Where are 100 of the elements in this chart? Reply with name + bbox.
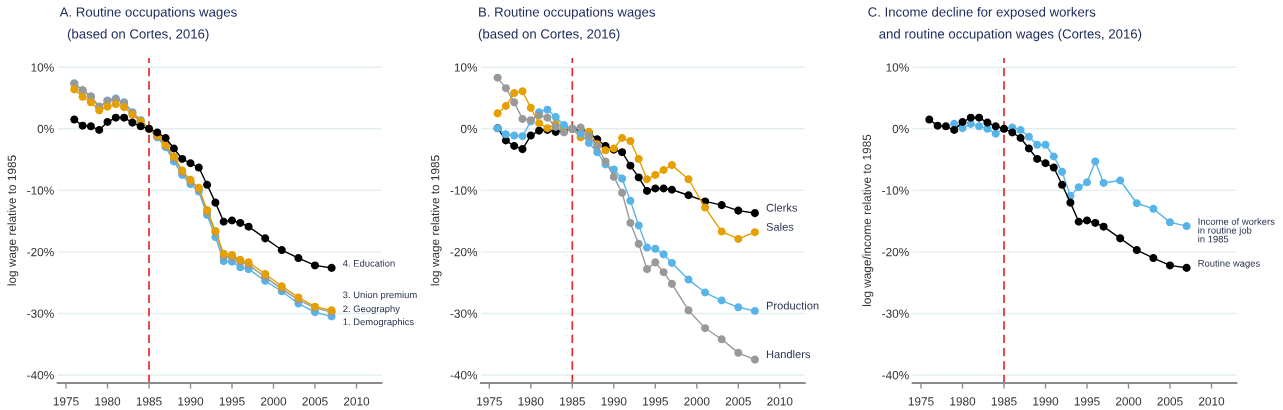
point (634, 239, 643, 248)
x-tick-label: 1990 (178, 397, 204, 406)
x-tick-label: 1990 (601, 397, 627, 406)
point (701, 203, 710, 212)
y-tick-label: -30% (450, 309, 478, 318)
point (1074, 217, 1083, 226)
point (111, 113, 120, 122)
point (493, 109, 502, 118)
point (103, 117, 112, 127)
point (327, 263, 336, 272)
x-tick-label: 2000 (260, 397, 287, 406)
point (277, 246, 286, 255)
point (1091, 157, 1100, 166)
point (294, 254, 303, 263)
point (518, 145, 527, 154)
point (634, 221, 643, 230)
series-label: Production (766, 301, 819, 310)
point (667, 279, 676, 288)
point (734, 234, 743, 243)
point (584, 132, 593, 141)
point (642, 186, 652, 195)
point (501, 84, 510, 93)
y-tick-label: -20% (882, 247, 909, 257)
point (211, 198, 220, 207)
point (535, 119, 544, 128)
point (659, 166, 668, 175)
point (626, 218, 635, 227)
x-tick-label: 1995 (1074, 397, 1100, 406)
x-tick-label: 1990 (1033, 397, 1059, 406)
point (526, 103, 535, 112)
x-tick-label: 1975 (908, 397, 934, 406)
series-label: Routine wages (1198, 259, 1260, 269)
x-tick-label: 2000 (684, 397, 710, 406)
point (717, 201, 726, 210)
point (1182, 263, 1191, 272)
point (1099, 222, 1108, 231)
point (642, 243, 652, 252)
x-tick-label: 1985 (136, 397, 162, 406)
point (1049, 163, 1058, 172)
point (510, 141, 519, 151)
x-tick-label: 1985 (991, 397, 1017, 406)
point (659, 268, 668, 277)
point (1016, 133, 1025, 143)
point (543, 113, 552, 122)
point (510, 89, 519, 98)
point (983, 118, 992, 127)
point (186, 159, 195, 168)
point (1058, 180, 1067, 189)
point (70, 85, 79, 94)
point (626, 161, 635, 170)
point (975, 113, 984, 122)
point (941, 122, 950, 131)
point (734, 348, 743, 357)
point (518, 114, 527, 123)
point (991, 122, 1000, 131)
series-label: Income of workers in routine job in 1985 (1198, 217, 1275, 243)
point (1116, 176, 1125, 185)
series-label: 3. Union premium (343, 291, 417, 301)
point (510, 131, 519, 140)
point (161, 133, 170, 143)
point (626, 196, 635, 205)
y-tick-label: 10% (31, 63, 54, 72)
point (227, 216, 237, 225)
point (750, 228, 759, 237)
point (543, 105, 552, 114)
x-tick-label: 2010 (343, 397, 370, 406)
y-tick-label: -40% (450, 371, 478, 380)
point (1066, 198, 1075, 207)
x-tick-label: 1995 (643, 397, 668, 406)
point (933, 121, 942, 130)
y-tick-label: -10% (27, 186, 54, 195)
point (750, 355, 759, 364)
point (78, 92, 87, 101)
point (1024, 144, 1033, 153)
point (618, 188, 627, 197)
point (734, 206, 743, 215)
point (236, 218, 245, 227)
x-tick-label: 1975 (477, 397, 502, 406)
point (1149, 254, 1158, 263)
point (601, 146, 610, 155)
point (1165, 261, 1175, 270)
point (626, 137, 635, 146)
y-tick-label: -10% (450, 186, 478, 195)
point (1082, 216, 1092, 225)
point (535, 126, 544, 135)
point (244, 222, 253, 231)
point (551, 113, 560, 122)
point (1182, 222, 1191, 231)
point (1082, 178, 1092, 187)
point (659, 184, 668, 193)
point (219, 217, 228, 226)
point (1041, 140, 1050, 149)
y-tick-label: -40% (882, 371, 909, 380)
point (1091, 218, 1100, 227)
point (1041, 159, 1050, 168)
point (642, 175, 652, 184)
point (925, 115, 934, 124)
point (518, 132, 527, 141)
point (651, 170, 660, 179)
point (634, 154, 643, 163)
